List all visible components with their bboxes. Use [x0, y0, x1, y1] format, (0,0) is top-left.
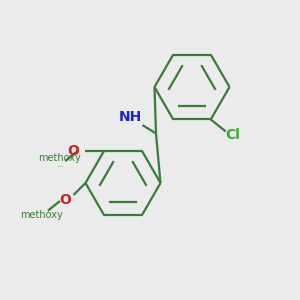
Text: methoxy: methoxy	[38, 153, 81, 163]
Text: methoxy: methoxy	[58, 166, 64, 167]
Text: O: O	[68, 143, 79, 158]
Text: methoxy: methoxy	[21, 209, 63, 220]
Text: NH: NH	[119, 110, 142, 124]
Text: Cl: Cl	[225, 128, 240, 142]
Text: O: O	[59, 193, 71, 206]
